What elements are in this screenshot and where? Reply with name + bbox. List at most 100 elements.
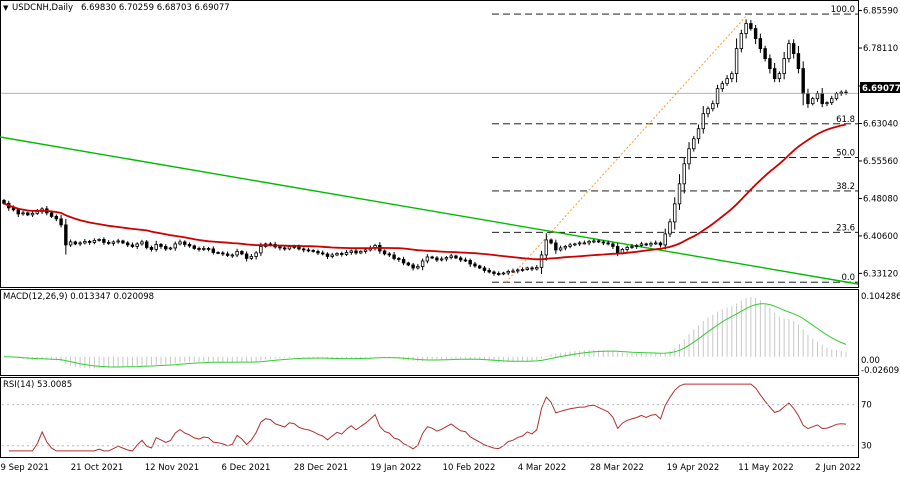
candle-body (568, 244, 572, 247)
candle-body (787, 43, 791, 59)
fib-level-label: 0.0 (841, 273, 855, 283)
candle-body (444, 257, 449, 260)
date-tick-label: 6 Dec 2021 (222, 463, 271, 473)
dropdown-triangle-icon[interactable]: ▼ (3, 4, 9, 12)
candle-body (711, 103, 715, 110)
candle-body (244, 253, 249, 259)
candle-body (715, 88, 720, 105)
candle-body (420, 260, 425, 267)
candle-body (577, 242, 582, 245)
date-tick-label: 4 Mar 2022 (518, 463, 566, 473)
candle-body (692, 138, 696, 150)
candle-body (796, 53, 801, 70)
fib-level-label: 100.0 (831, 5, 855, 15)
candle-body (102, 239, 106, 243)
fib-level-label: 23.6 (836, 223, 855, 233)
rsi-tick-label: 30 (861, 442, 872, 452)
candle-body (197, 248, 201, 250)
candle-body (501, 272, 506, 275)
macd-pane-frame (0, 289, 859, 376)
candle-body (145, 241, 149, 248)
candle-body (682, 163, 686, 185)
candle-body (225, 253, 230, 256)
candle-body (477, 265, 482, 269)
candle-body (54, 215, 59, 220)
candle-body (830, 98, 834, 104)
candle-body (192, 245, 196, 249)
date-tick-label: 19 Jan 2022 (371, 463, 422, 473)
candle-body (658, 242, 663, 246)
candle-body (282, 247, 287, 250)
candle-body (539, 254, 544, 268)
candle-body (492, 271, 496, 274)
candle-body (758, 38, 763, 49)
candle-body (59, 218, 63, 226)
trendline[interactable] (0, 136, 859, 285)
candle-body (601, 241, 606, 244)
price-tick-label: 6.48080 (863, 194, 898, 204)
candle-body (430, 256, 434, 259)
rsi-line (8, 383, 847, 452)
candle-body (596, 240, 601, 243)
candle-body (202, 248, 206, 250)
date-tick-label: 2 Jun 2022 (815, 463, 861, 473)
candle-body (240, 251, 244, 255)
candle-body (68, 241, 73, 246)
candle-body (520, 269, 525, 271)
candle-body (468, 260, 472, 265)
candle-body (311, 250, 315, 252)
candle-body (49, 212, 54, 217)
candle-body (563, 246, 568, 249)
fib-level-label: 50.0 (836, 148, 855, 158)
date-tick-label: 11 May 2022 (738, 463, 793, 473)
candle-body (634, 245, 639, 247)
candle-body (820, 93, 824, 105)
candle-body (235, 251, 239, 256)
date-tick-label: 19 Apr 2022 (667, 463, 720, 473)
candle-body (21, 212, 25, 215)
candle-body (654, 242, 658, 245)
candle-body (554, 242, 558, 251)
date-tick-label: 28 Dec 2021 (294, 463, 348, 473)
candle-body (2, 199, 6, 204)
rsi-pane-frame (0, 377, 859, 458)
candle-body (525, 267, 529, 270)
candle-body (649, 243, 653, 246)
candle-body (183, 241, 187, 245)
candle-body (330, 254, 334, 257)
candle-body (168, 247, 173, 250)
candle-body (668, 221, 672, 235)
candle-body (625, 247, 629, 250)
candle-body (806, 93, 810, 105)
candle-body (768, 58, 772, 70)
candle-body (587, 241, 591, 244)
date-tick-label: 29 Sep 2021 (0, 463, 49, 473)
candle-body (730, 73, 734, 80)
candle-body (558, 247, 563, 251)
candle-body (706, 108, 710, 115)
macd-signal-line (3, 303, 847, 368)
candle-body (639, 243, 644, 246)
moving-average-line (3, 123, 847, 261)
candle-body (777, 73, 782, 80)
candle-body (287, 246, 292, 250)
candle-body (401, 259, 406, 264)
date-tick-label: 21 Oct 2021 (71, 463, 124, 473)
candle-body (511, 270, 515, 273)
candle-body (173, 243, 177, 249)
candle-body (297, 246, 301, 250)
candle-body (454, 255, 458, 259)
candle-body (416, 266, 420, 269)
candle-body (663, 233, 667, 246)
symbol-info: USDCNH,Daily (12, 3, 73, 13)
rsi-indicator (8, 383, 847, 452)
price-tick-label: 6.85590 (863, 7, 898, 17)
candle-body (73, 241, 78, 245)
candle-body (164, 246, 168, 250)
candle-body (135, 243, 139, 247)
candle-body (411, 264, 415, 269)
fib-level-label: 38.2 (836, 182, 855, 192)
price-tick-label: 6.33120 (863, 269, 898, 279)
